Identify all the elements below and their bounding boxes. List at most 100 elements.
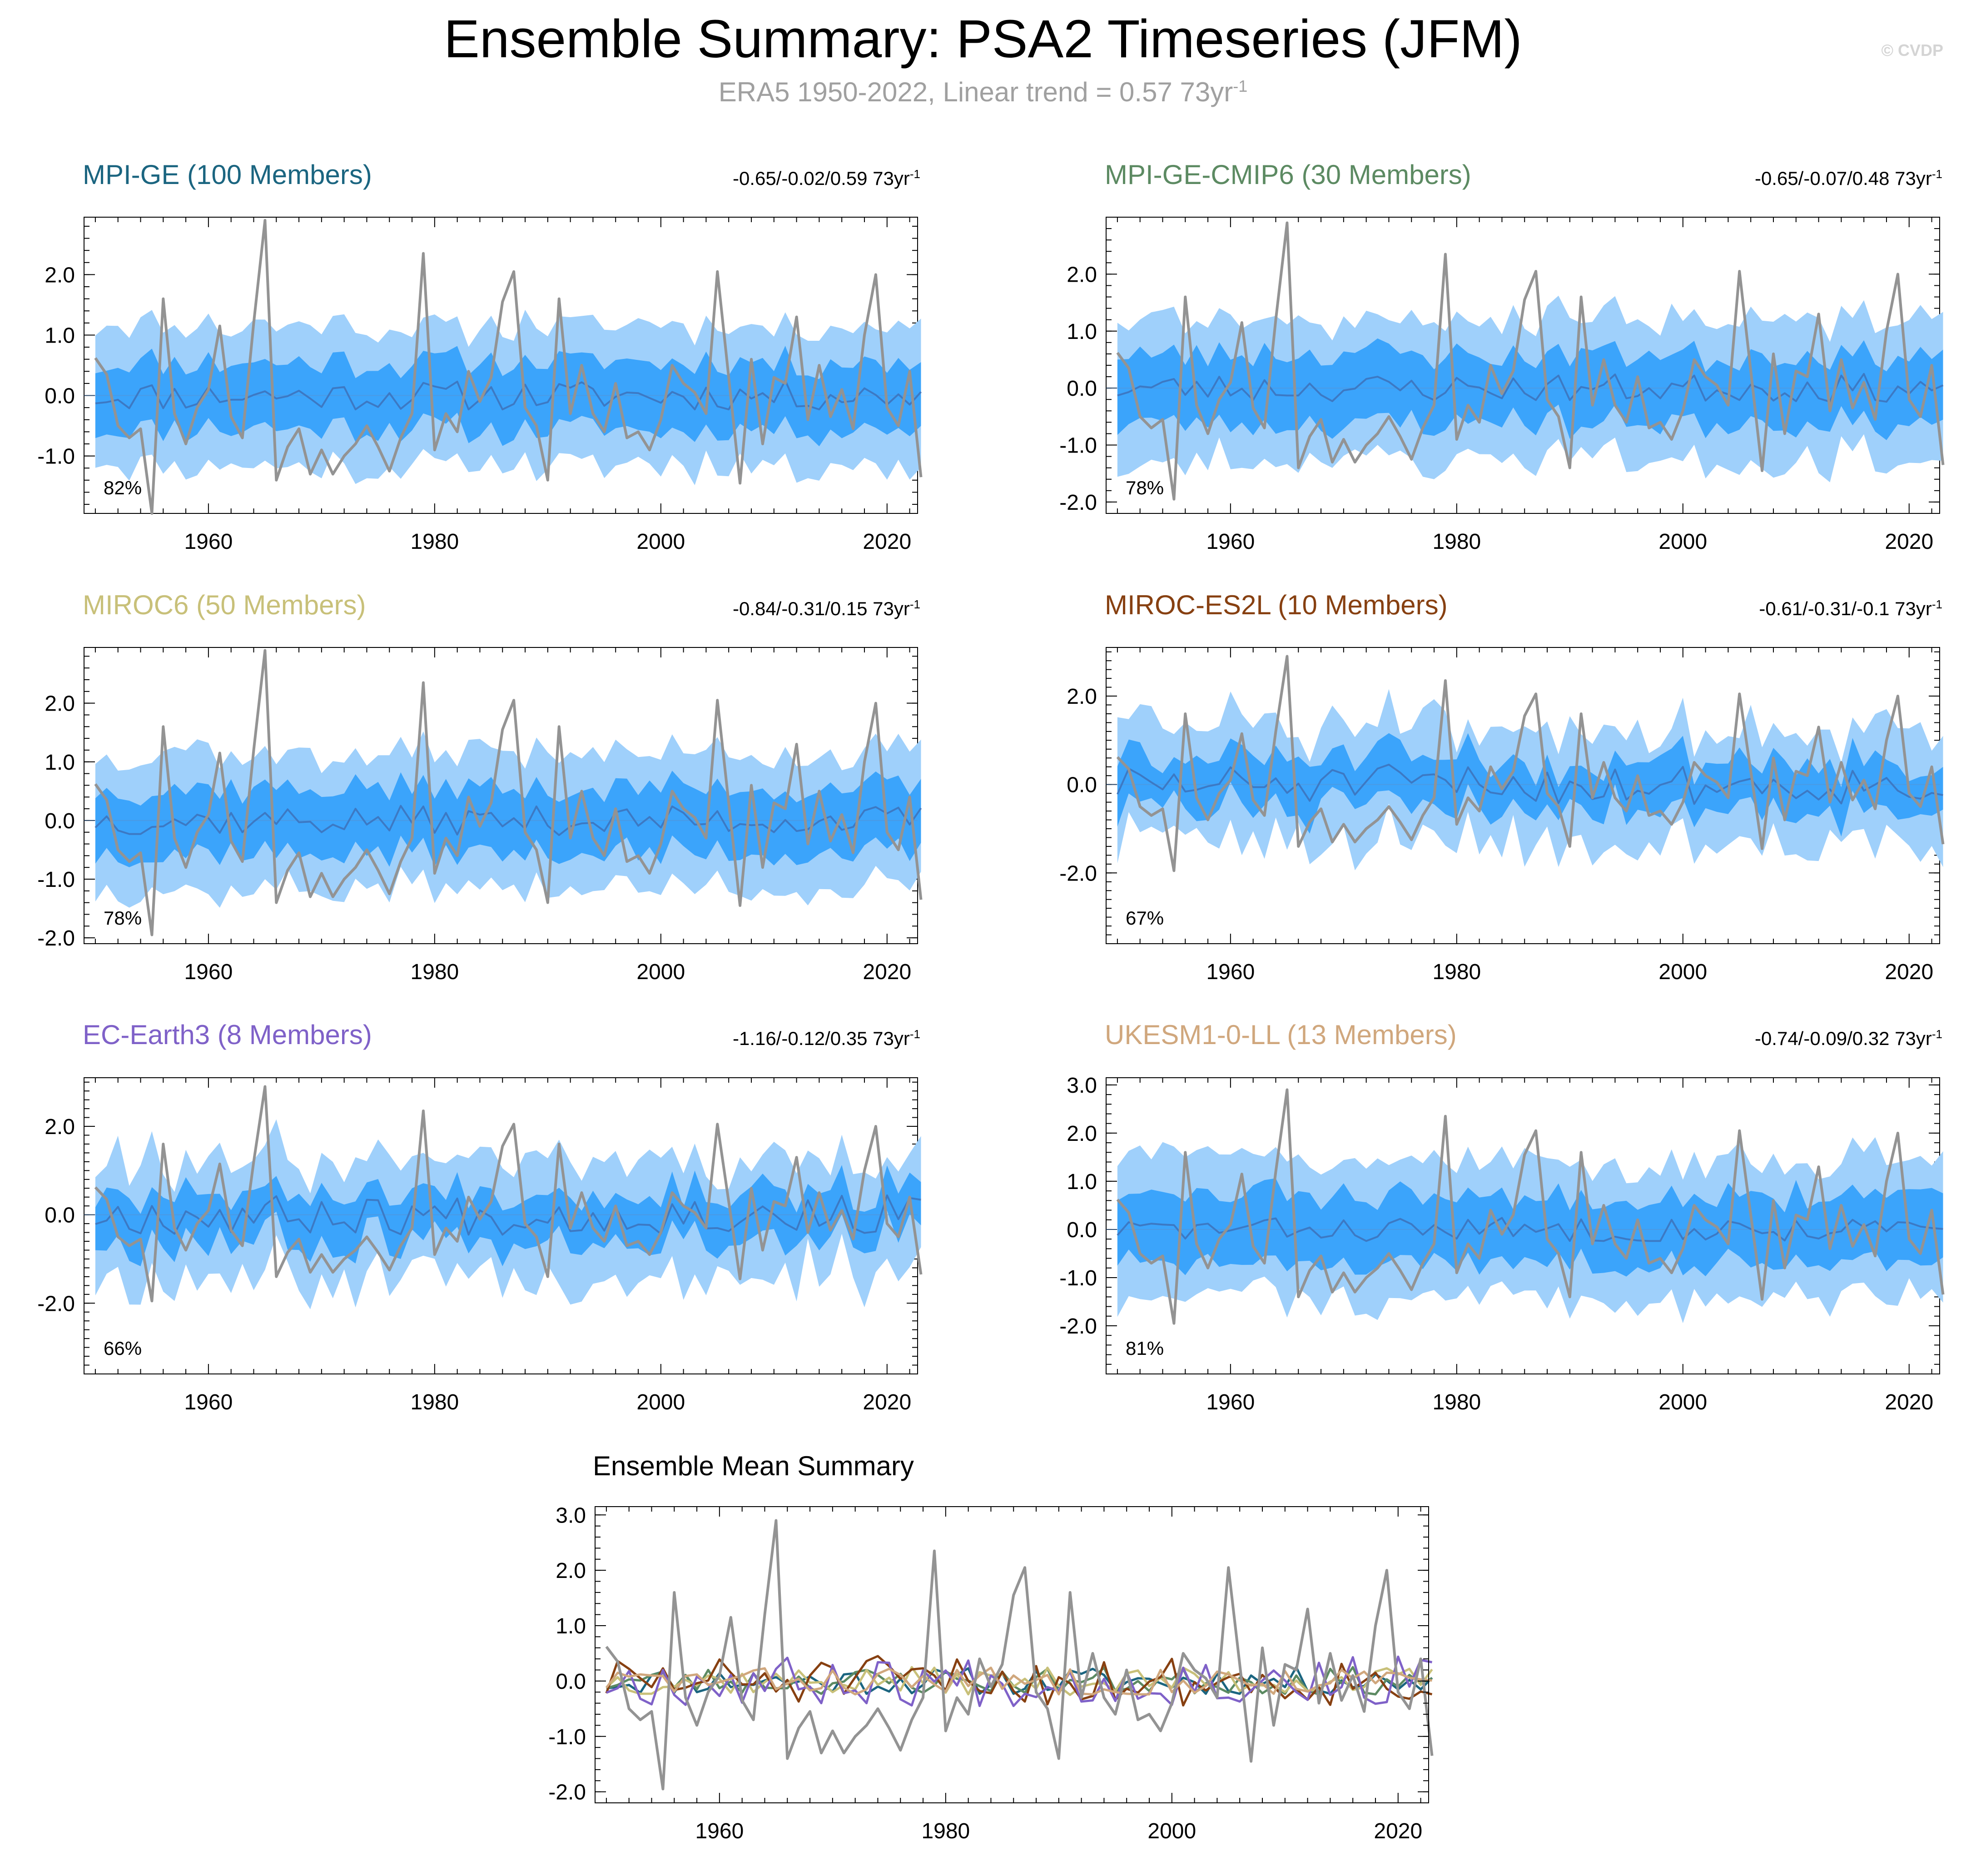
x-tick-label: 1980 — [921, 1819, 970, 1843]
range-text: -1.16/-0.12/0.35 73yr — [732, 1028, 910, 1049]
range-text: -0.65/-0.02/0.59 73yr — [732, 168, 910, 189]
y-tick-label: 0.0 — [556, 1670, 586, 1694]
x-tick-label: 1980 — [410, 530, 459, 554]
x-tick-label: 2000 — [1658, 960, 1707, 984]
panel-ec-earth3 — [84, 1085, 923, 1309]
x-tick-label: 2000 — [1658, 530, 1707, 554]
panel-title-text: MIROC-ES2L (10 Members) — [1105, 590, 1448, 620]
y-tick-label: -1.0 — [37, 868, 75, 892]
panel-range-ukesm1-0-ll: -0.74/-0.09/0.32 73yr-1 — [1755, 1027, 1942, 1050]
y-tick-label: 1.0 — [45, 323, 75, 348]
page-subtitle: ERA5 1950-2022, Linear trend = 0.57 73yr… — [0, 76, 1966, 108]
obs-line — [1116, 655, 1945, 872]
range-text: -0.84/-0.31/0.15 73yr — [732, 598, 910, 619]
y-tick-label: 0.0 — [45, 809, 75, 833]
panel-range-miroc6: -0.84/-0.31/0.15 73yr-1 — [733, 597, 920, 620]
x-tick-label: 2020 — [1374, 1819, 1422, 1843]
model-mean-line — [606, 1666, 1433, 1696]
y-tick-label: 2.0 — [45, 263, 75, 287]
range-sup: -1 — [909, 597, 920, 611]
y-tick-label: -2.0 — [37, 926, 75, 950]
model-mean-line — [605, 1667, 1432, 1696]
ensemble-mean-line — [94, 805, 922, 836]
inner-band — [1117, 338, 1943, 440]
pct-label: 81% — [1126, 1338, 1164, 1359]
x-tick-label: 2020 — [863, 960, 911, 984]
model-mean-line — [606, 1666, 1433, 1696]
ensemble-mean-line — [1117, 373, 1944, 403]
y-tick-label: 1.0 — [556, 1614, 586, 1638]
x-tick-label: 1960 — [184, 530, 233, 554]
y-tick-label: 2.0 — [556, 1559, 586, 1583]
range-sup: -1 — [1931, 597, 1942, 611]
y-tick-label: 2.0 — [45, 692, 75, 716]
x-tick-label: 1980 — [1432, 530, 1481, 554]
miroc-es2l-axes: 2.0 0.0 -2.0 1960 1980 2000 2020 — [1059, 647, 1940, 984]
range-sup: -1 — [909, 167, 920, 181]
panel-ensemble-mean-summary — [605, 1519, 1434, 1791]
panel-ukesm1-0-ll — [1106, 1088, 1945, 1325]
obs-line — [1116, 221, 1945, 501]
panel-range-mpi-ge: -0.65/-0.02/0.59 73yr-1 — [733, 167, 920, 189]
x-tick-label: 1960 — [1206, 1390, 1255, 1414]
mpi-ge-axes: 2.0 1.0 0.0 -1.0 1960 1980 2000 2020 — [37, 217, 918, 554]
y-tick-label: -2.0 — [548, 1781, 586, 1805]
y-tick-label: -2.0 — [1059, 1314, 1097, 1339]
ensemble-mean-line — [95, 1194, 921, 1236]
x-tick-label: 1960 — [695, 1819, 744, 1843]
x-tick-label: 1980 — [1432, 1390, 1481, 1414]
x-tick-label: 2020 — [863, 1390, 911, 1414]
subtitle-text: ERA5 1950-2022, Linear trend = 0.57 73yr — [718, 77, 1233, 107]
panel-range-mpi-ge-cmip6: -0.65/-0.07/0.48 73yr-1 — [1755, 167, 1942, 189]
y-tick-label: 0.0 — [1067, 1218, 1097, 1242]
y-tick-label: 1.0 — [1067, 320, 1097, 344]
pct-label: 78% — [1126, 477, 1164, 498]
ensemble-mean-summary-axes: 3.0 2.0 1.0 0.0 -1.0 -2.0 1960 1980 2000 2020 — [548, 1503, 1429, 1843]
panel-miroc6 — [84, 649, 923, 936]
x-tick-label: 1980 — [410, 960, 459, 984]
copyright-label: © CVDP — [1881, 41, 1943, 60]
page-title: Ensemble Summary: PSA2 Timeseries (JFM) — [444, 9, 1522, 69]
obs-line — [605, 1519, 1434, 1791]
obs-line — [94, 649, 923, 936]
plot-frame — [595, 1506, 1429, 1803]
x-tick-label: 2000 — [636, 530, 685, 554]
subtitle-sup: -1 — [1233, 77, 1248, 95]
obs-line — [94, 219, 923, 515]
x-tick-label: 2020 — [863, 530, 911, 554]
x-tick-label: 1980 — [1432, 960, 1481, 984]
y-tick-label: -1.0 — [37, 445, 75, 469]
model-mean-line — [606, 1655, 1432, 1707]
range-text: -0.65/-0.07/0.48 73yr — [1754, 168, 1932, 189]
mpi-ge-cmip6-axes: 2.0 1.0 0.0 -1.0 -2.0 1960 1980 2000 2020 — [1059, 217, 1940, 554]
y-tick-label: 0.0 — [45, 1204, 75, 1228]
y-tick-label: -2.0 — [1059, 861, 1097, 886]
y-tick-label: -1.0 — [548, 1725, 586, 1749]
y-tick-label: -2.0 — [1059, 491, 1097, 515]
obs-line — [1116, 1088, 1945, 1325]
ensemble-mean-line — [1117, 763, 1943, 805]
panel-title-ukesm1-0-ll: UKESM1-0-LL (13 Members) — [1105, 1019, 1457, 1050]
y-tick-label: 0.0 — [1067, 773, 1097, 797]
panel-title-text: UKESM1-0-LL (13 Members) — [1105, 1020, 1457, 1050]
x-tick-label: 1960 — [1206, 530, 1255, 554]
y-tick-label: 2.0 — [45, 1115, 75, 1139]
panel-title-text: MPI-GE-CMIP6 (30 Members) — [1105, 159, 1471, 190]
y-tick-label: 0.0 — [45, 384, 75, 408]
x-tick-label: 1960 — [184, 1390, 233, 1414]
x-tick-label: 1960 — [184, 960, 233, 984]
panel-title-miroc6: MIROC6 (50 Members) — [83, 589, 366, 621]
range-text: -0.61/-0.31/-0.1 73yr — [1759, 598, 1932, 619]
panel-mpi-ge — [84, 219, 923, 515]
range-text: -0.74/-0.09/0.32 73yr — [1754, 1028, 1932, 1049]
panel-range-miroc-es2l: -0.61/-0.31/-0.1 73yr-1 — [1759, 597, 1942, 620]
y-tick-label: 1.0 — [1067, 1170, 1097, 1194]
x-tick-label: 1980 — [410, 1390, 459, 1414]
range-sup: -1 — [1931, 1027, 1942, 1041]
inner-band — [95, 771, 921, 867]
y-tick-label: 2.0 — [1067, 1122, 1097, 1146]
y-tick-label: 0.0 — [1067, 377, 1097, 401]
panel-title-text: MPI-GE (100 Members) — [83, 159, 372, 190]
ukesm1-0-ll-axes: 3.0 2.0 1.0 0.0 -1.0 -2.0 1960 1980 2000 2020 — [1059, 1074, 1940, 1414]
